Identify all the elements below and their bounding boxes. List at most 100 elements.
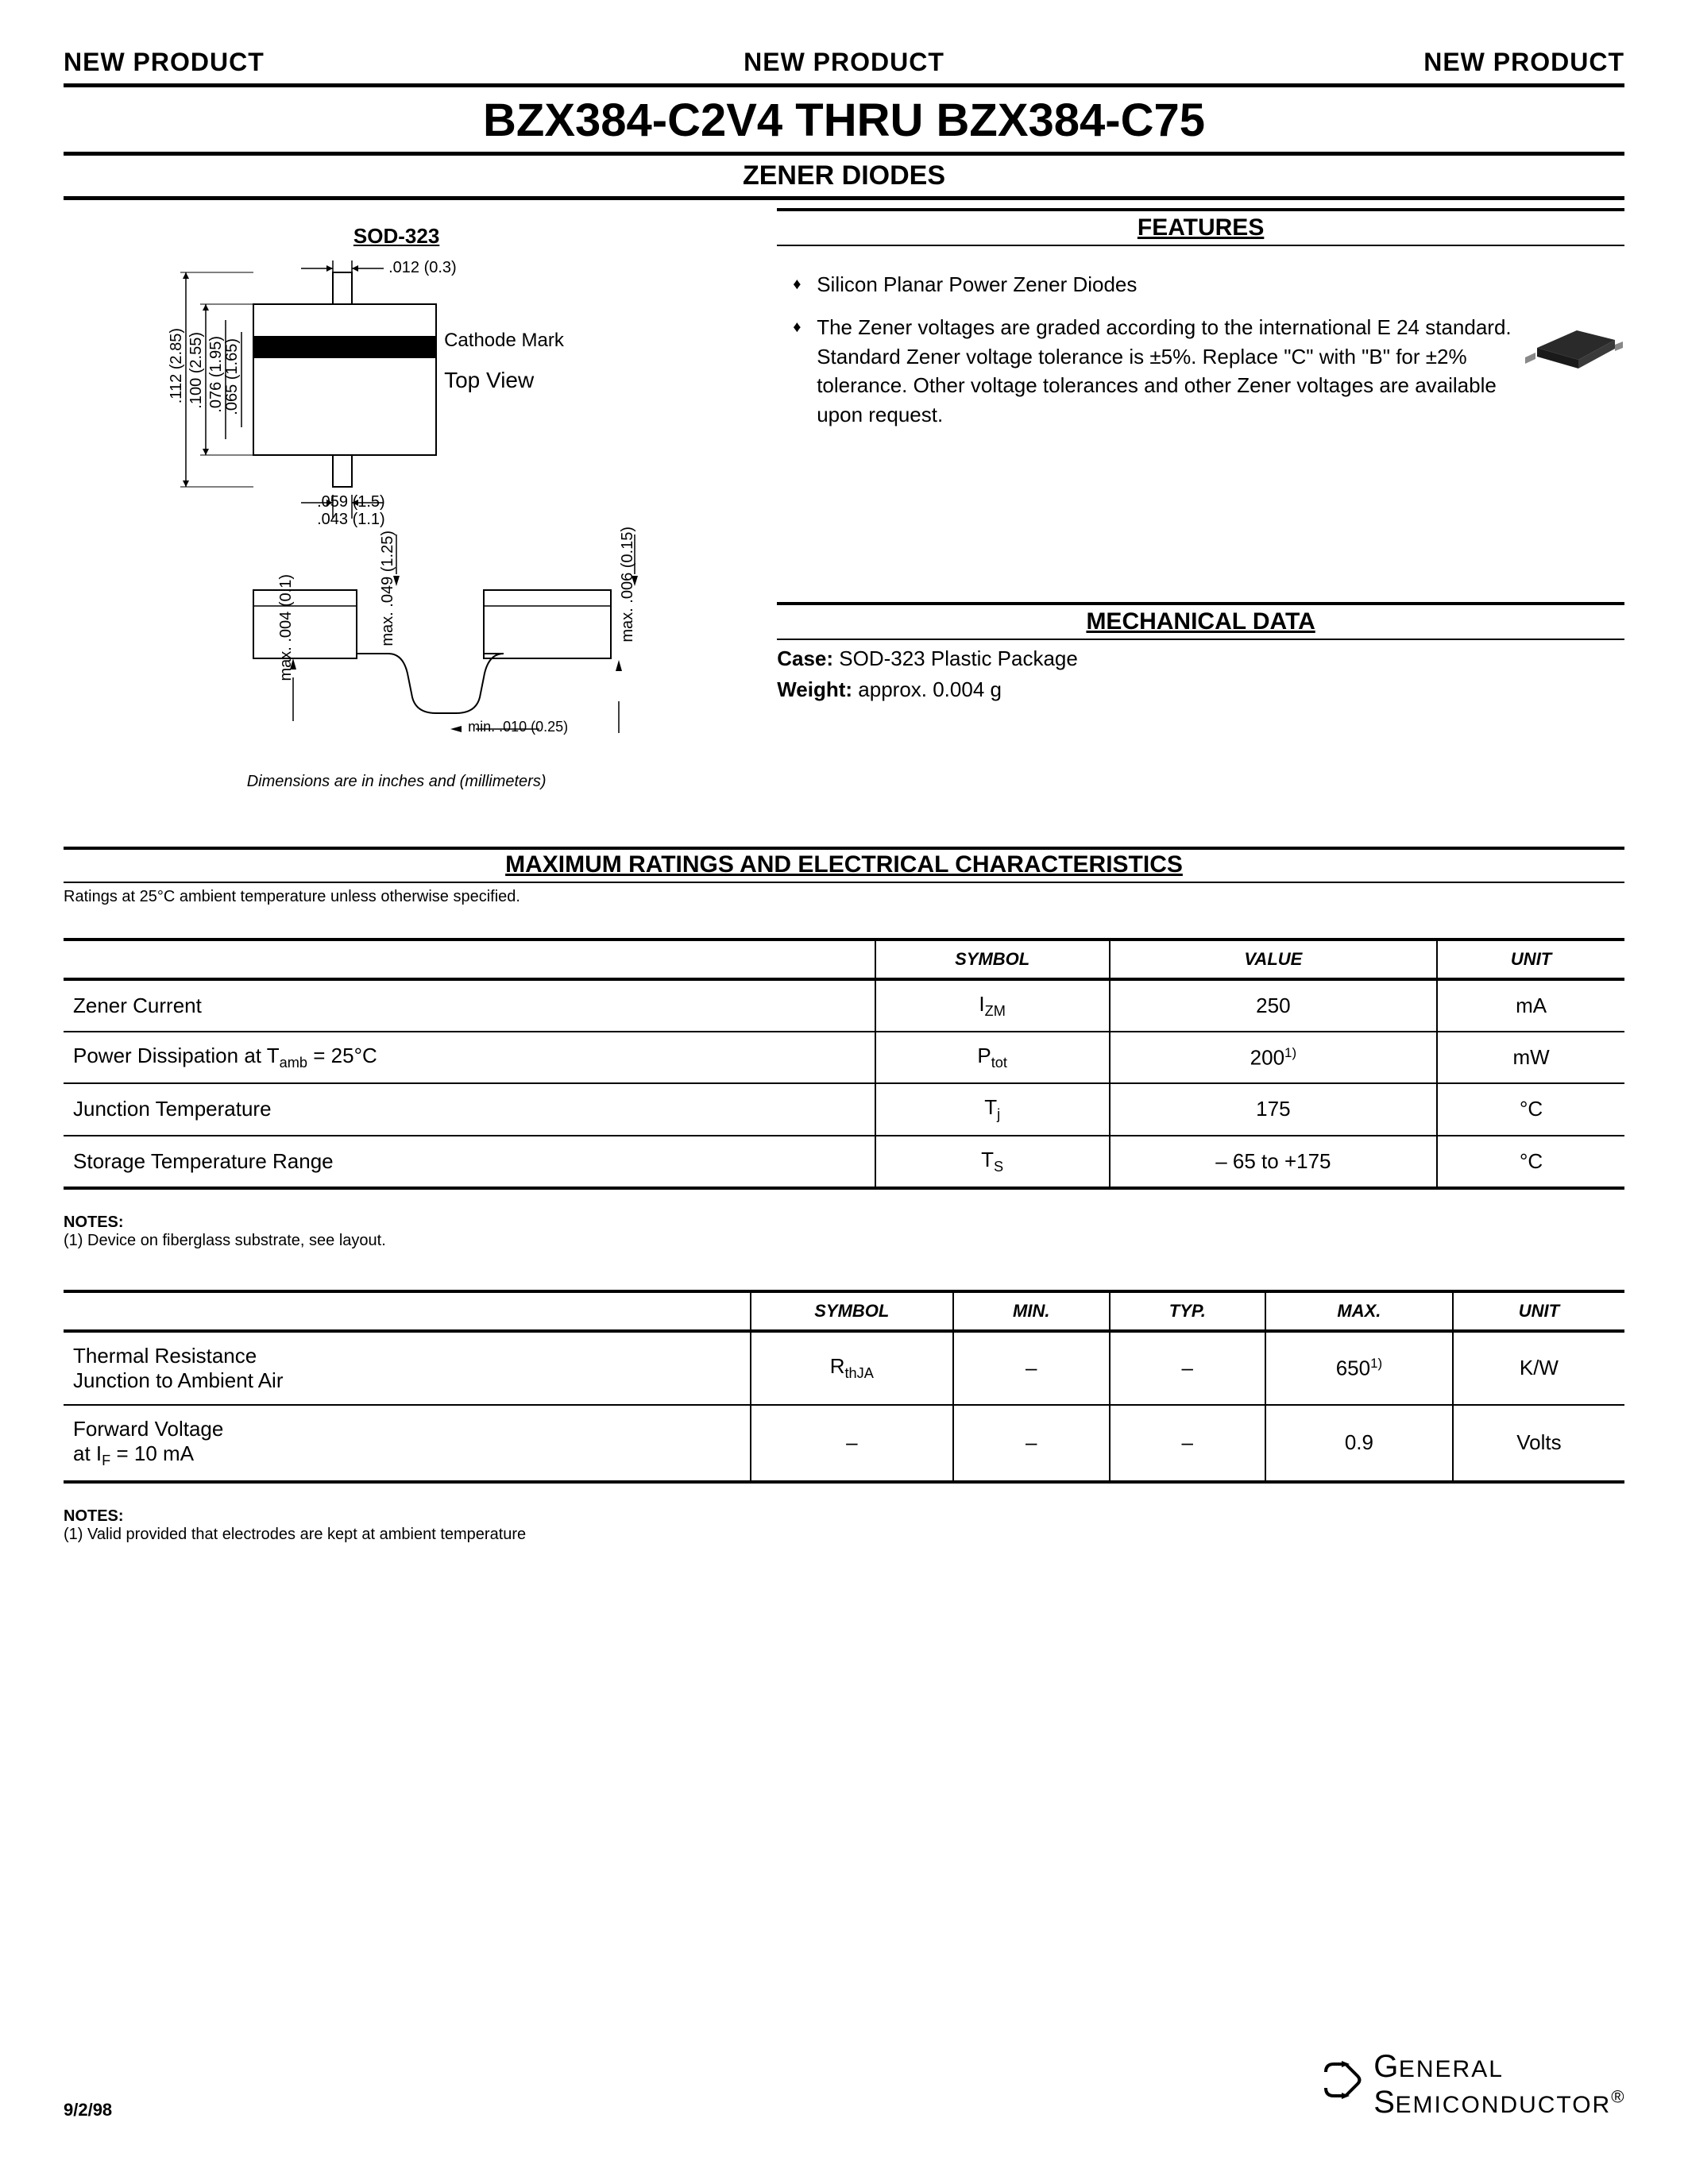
- page-subtitle: ZENER DIODES: [64, 160, 1624, 191]
- notes-text: (1) Valid provided that electrodes are k…: [64, 1526, 526, 1543]
- features-list: Silicon Planar Power Zener Diodes The Ze…: [793, 270, 1624, 429]
- symbol-cell: Ptot: [875, 1032, 1110, 1083]
- col-unit: UNIT: [1453, 1291, 1624, 1331]
- feature-item-text: The Zener voltages are graded according …: [817, 315, 1511, 426]
- symbol-cell: –: [751, 1405, 953, 1482]
- notes-text: (1) Device on fiberglass substrate, see …: [64, 1232, 386, 1249]
- package-diagram-column: SOD-323: [64, 208, 729, 791]
- dim-body-h-i2: .065 (1.65): [223, 338, 241, 415]
- dim-side-h3: max. .006 (0.15): [619, 527, 637, 642]
- unit-cell: K/W: [1453, 1331, 1624, 1405]
- rule-under-subtitle: [64, 196, 1624, 200]
- features-rule-top: [777, 208, 1624, 211]
- new-product-left: NEW PRODUCT: [64, 48, 265, 77]
- col-max: MAX.: [1265, 1291, 1453, 1331]
- value-cell: – 65 to +175: [1110, 1136, 1438, 1188]
- new-product-right: NEW PRODUCT: [1423, 48, 1624, 77]
- package-diagram: .012 (0.3) .112 (2.85) .100 (2.55) .076 …: [95, 257, 698, 749]
- symbol-cell: TS: [875, 1136, 1110, 1188]
- col-param: [64, 1291, 751, 1331]
- table-row: Forward Voltageat IF = 10 mA – – – 0.9 V…: [64, 1405, 1624, 1482]
- footer-date: 9/2/98: [64, 2100, 112, 2120]
- new-product-center: NEW PRODUCT: [744, 48, 944, 77]
- case-value: SOD-323 Plastic Package: [839, 646, 1078, 670]
- feature-item: Silicon Planar Power Zener Diodes: [793, 270, 1624, 299]
- col-param: [64, 940, 875, 979]
- value-cell: 175: [1110, 1083, 1438, 1135]
- table-row: Storage Temperature Range TS – 65 to +17…: [64, 1136, 1624, 1188]
- table-row: Junction Temperature Tj 175 °C: [64, 1083, 1624, 1135]
- mechanical-data: Case: SOD-323 Plastic Package Weight: ap…: [777, 643, 1624, 705]
- ratings-table-2: SYMBOL MIN. TYP. MAX. UNIT Thermal Resis…: [64, 1290, 1624, 1484]
- unit-cell: mW: [1437, 1032, 1624, 1083]
- dim-body-h-mid: .100 (2.55): [187, 332, 206, 409]
- ratings-heading: MAXIMUM RATINGS AND ELECTRICAL CHARACTER…: [64, 851, 1624, 878]
- col-symbol: SYMBOL: [875, 940, 1110, 979]
- ratings-table-1: SYMBOL VALUE UNIT Zener Current IZM 250 …: [64, 938, 1624, 1190]
- notes-block-2: NOTES: (1) Valid provided that electrode…: [64, 1507, 1624, 1544]
- notes-label: NOTES:: [64, 1507, 124, 1525]
- rule-top: [64, 83, 1624, 87]
- col-min: MIN.: [953, 1291, 1110, 1331]
- ratings-rule-bottom: [64, 882, 1624, 883]
- company-logo: GENERAL SEMICONDUCTOR®: [1318, 2049, 1624, 2120]
- notes-label: NOTES:: [64, 1214, 124, 1231]
- features-heading: FEATURES: [777, 214, 1624, 241]
- header-new-product-row: NEW PRODUCT NEW PRODUCT NEW PRODUCT: [64, 48, 1624, 77]
- notes-block-1: NOTES: (1) Device on fiberglass substrat…: [64, 1214, 1624, 1250]
- top-view-label: Top View: [444, 368, 534, 393]
- unit-cell: mA: [1437, 979, 1624, 1032]
- dim-pitch1: .059 (1.5): [317, 493, 385, 511]
- diagram-dimensions-note: Dimensions are in inches and (millimeter…: [64, 773, 729, 791]
- dim-pitch2: .043 (1.1): [317, 511, 385, 529]
- cathode-mark-label: Cathode Mark: [444, 330, 564, 352]
- two-column-layout: SOD-323: [64, 208, 1624, 791]
- logo-glyph-icon: [1318, 2056, 1365, 2114]
- mech-rule-bottom: [777, 639, 1624, 640]
- mechanical-heading: MECHANICAL DATA: [777, 608, 1624, 635]
- typ-cell: –: [1110, 1331, 1266, 1405]
- table-row: Thermal ResistanceJunction to Ambient Ai…: [64, 1331, 1624, 1405]
- dim-lead-width: .012 (0.3): [388, 259, 457, 277]
- max-cell: 0.9: [1265, 1405, 1453, 1482]
- value-cell: 2001): [1110, 1032, 1438, 1083]
- chip-icon: [1521, 316, 1624, 372]
- case-label: Case:: [777, 646, 833, 670]
- min-cell: –: [953, 1331, 1110, 1405]
- dim-side-h1: max. .004 (0.1): [277, 574, 295, 681]
- weight-label: Weight:: [777, 677, 852, 701]
- feature-item: The Zener voltages are graded according …: [793, 313, 1624, 429]
- param-cell: Power Dissipation at Tamb = 25°C: [64, 1032, 875, 1083]
- dim-side-min: min. .010 (0.25): [468, 719, 568, 735]
- param-cell: Thermal ResistanceJunction to Ambient Ai…: [64, 1331, 751, 1405]
- col-unit: UNIT: [1437, 940, 1624, 979]
- typ-cell: –: [1110, 1405, 1266, 1482]
- mech-rule-top: [777, 602, 1624, 605]
- unit-cell: °C: [1437, 1083, 1624, 1135]
- features-column: FEATURES Silicon Planar Power Zener Diod…: [777, 208, 1624, 791]
- table-row: Power Dissipation at Tamb = 25°C Ptot 20…: [64, 1032, 1624, 1083]
- features-rule-bottom: [777, 245, 1624, 246]
- col-symbol: SYMBOL: [751, 1291, 953, 1331]
- rule-under-title: [64, 152, 1624, 156]
- param-cell: Forward Voltageat IF = 10 mA: [64, 1405, 751, 1482]
- dim-side-h2: max. .049 (1.25): [379, 531, 397, 646]
- col-value: VALUE: [1110, 940, 1438, 979]
- unit-cell: °C: [1437, 1136, 1624, 1188]
- param-cell: Junction Temperature: [64, 1083, 875, 1135]
- package-label: SOD-323: [64, 224, 729, 249]
- param-cell: Zener Current: [64, 979, 875, 1032]
- symbol-cell: IZM: [875, 979, 1110, 1032]
- symbol-cell: RthJA: [751, 1331, 953, 1405]
- table-row: Zener Current IZM 250 mA: [64, 979, 1624, 1032]
- col-typ: TYP.: [1110, 1291, 1266, 1331]
- page-footer: 9/2/98 GENERAL SEMICONDUCTOR®: [64, 2049, 1624, 2120]
- page-title: BZX384-C2V4 THRU BZX384-C75: [64, 94, 1624, 147]
- company-name: GENERAL SEMICONDUCTOR®: [1373, 2049, 1624, 2120]
- table-header-row: SYMBOL MIN. TYP. MAX. UNIT: [64, 1291, 1624, 1331]
- ratings-condition-note: Ratings at 25°C ambient temperature unle…: [64, 888, 1624, 906]
- min-cell: –: [953, 1405, 1110, 1482]
- symbol-cell: Tj: [875, 1083, 1110, 1135]
- weight-value: approx. 0.004 g: [858, 677, 1002, 701]
- max-cell: 6501): [1265, 1331, 1453, 1405]
